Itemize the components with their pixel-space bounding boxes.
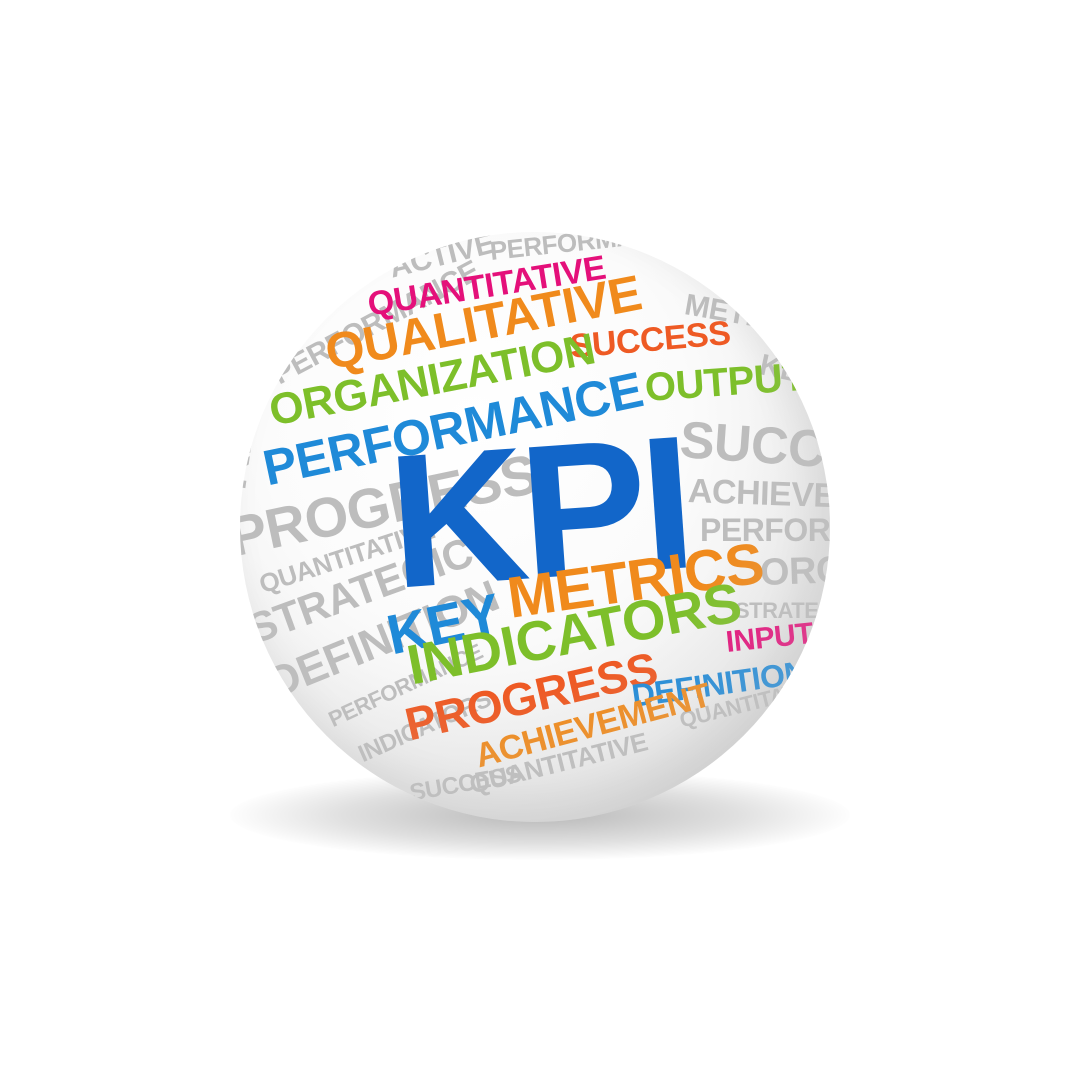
bg-word: ACHIEVEMENT — [687, 472, 830, 519]
word-input: INPUT — [724, 616, 815, 659]
bg-word: KEY — [240, 384, 270, 493]
word-cloud-sphere: PERFORMANCE ACTIVE METRICS SUCCESS ACHIE… — [240, 232, 830, 822]
bg-word: SUCCESS — [407, 760, 524, 807]
bg-word: ORGANIZATION — [759, 542, 830, 594]
bg-word: STRATEGIC — [735, 598, 830, 623]
